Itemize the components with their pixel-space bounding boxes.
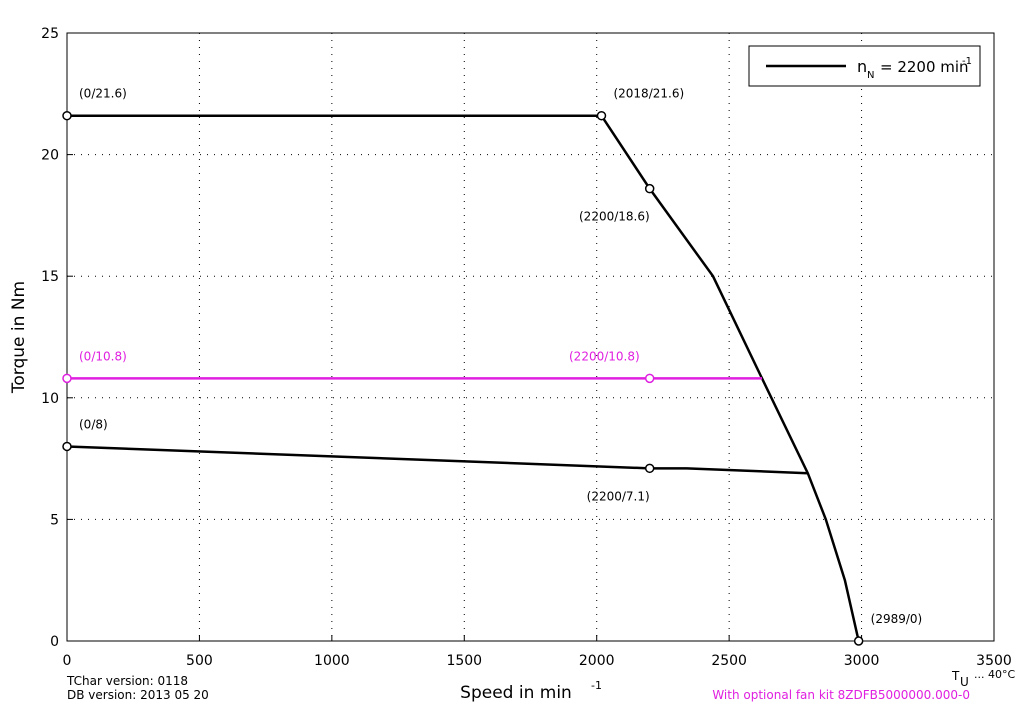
annotation: (2018/21.6) xyxy=(613,87,684,101)
legend-label: -1 xyxy=(962,56,972,67)
x-tick-label: 1500 xyxy=(446,653,482,669)
footer-text: With optional fan kit 8ZDFB5000000.000-0 xyxy=(712,688,970,702)
x-axis-label: Speed in min xyxy=(460,683,572,703)
y-tick-label: 20 xyxy=(41,148,59,164)
footer-text: ... 40°C xyxy=(974,668,1015,681)
legend-label: = 2200 min xyxy=(880,58,969,76)
point-marker xyxy=(644,463,655,474)
annotation: (2200/7.1) xyxy=(587,489,650,503)
legend-label: N xyxy=(867,70,874,81)
point-marker xyxy=(62,373,72,384)
footer-text: T xyxy=(951,669,960,683)
y-tick-label: 5 xyxy=(50,512,59,528)
x-tick-label: 500 xyxy=(186,653,213,669)
x-tick-label: 3500 xyxy=(976,653,1012,669)
y-tick-label: 15 xyxy=(41,269,59,285)
y-tick-label: 0 xyxy=(50,634,59,650)
point-marker xyxy=(596,110,607,121)
annotation: (0/21.6) xyxy=(79,87,127,101)
point-marker xyxy=(62,110,72,121)
x-tick-label: 2500 xyxy=(711,653,747,669)
footer-text: DB version: 2013 05 20 xyxy=(67,688,209,702)
annotation: (2200/10.8) xyxy=(569,349,640,363)
annotation: (2989/0) xyxy=(871,612,923,626)
footer-text: U xyxy=(960,675,969,689)
y-axis-label: Torque in Nm xyxy=(9,281,29,394)
plot-area xyxy=(66,32,995,642)
x-tick-label: 3000 xyxy=(844,653,880,669)
x-tick-label: 1000 xyxy=(314,653,350,669)
point-marker xyxy=(644,183,655,194)
y-tick-label: 10 xyxy=(41,391,59,407)
footer-text: TChar version: 0118 xyxy=(66,674,188,688)
point-marker xyxy=(644,373,655,384)
legend-label: n xyxy=(857,57,867,76)
annotation: (0/10.8) xyxy=(79,349,127,363)
x-axis-label-sup: -1 xyxy=(591,679,602,692)
point-marker xyxy=(62,441,72,452)
point-marker xyxy=(853,636,864,646)
y-tick-label: 25 xyxy=(41,26,59,42)
x-tick-label: 2000 xyxy=(579,653,615,669)
x-tick-label: 0 xyxy=(63,653,72,669)
annotation: (2200/18.6) xyxy=(579,210,650,224)
annotation: (0/8) xyxy=(79,417,108,431)
series-line xyxy=(66,445,808,475)
